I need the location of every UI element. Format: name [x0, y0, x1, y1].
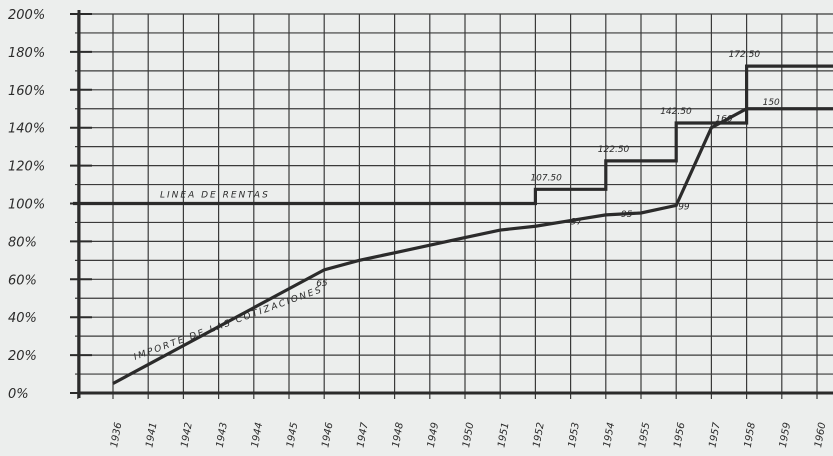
x-tick-label: 1959 — [778, 422, 793, 449]
series-label-rentas: LINEA DE RENTAS — [160, 191, 270, 201]
value-annotation: 160 — [715, 115, 732, 125]
x-tick-label: 1945 — [285, 422, 300, 449]
x-tick-label: 1953 — [567, 422, 582, 449]
series-line-1 — [112, 107, 833, 385]
x-tick-label: 1942 — [180, 422, 195, 449]
value-annotation: 107.50 — [530, 173, 562, 183]
x-tick-labels: 1936 1941 1942 1943 1944 1945 1946 1947 1948 1949… — [109, 421, 828, 449]
x-tick-label: 1957 — [708, 421, 723, 449]
y-tick-label: 200% — [8, 8, 45, 23]
grid — [75, 13, 833, 399]
x-tick-label: 1960 — [813, 422, 828, 449]
y-tick-label: 80% — [8, 235, 37, 250]
y-tick-label: 120% — [8, 160, 45, 175]
value-annotation: 142.50 — [660, 107, 692, 117]
series-line-0 — [73, 64, 833, 206]
y-tick-label: 40% — [8, 311, 37, 326]
series-label-cotizaciones: IMPORTE DE LAS COTIZACIONES — [133, 285, 325, 363]
value-annotation: 65 — [316, 279, 328, 289]
y-tick-label: 60% — [8, 273, 37, 288]
x-tick-label: 1947 — [356, 421, 371, 449]
x-tick-label: 1951 — [496, 422, 511, 449]
x-tick-label: 1954 — [602, 422, 617, 449]
y-tick-label: 180% — [8, 46, 45, 61]
x-tick-label: 1955 — [637, 422, 652, 449]
x-tick-label: 1943 — [215, 422, 230, 449]
value-annotation: 99 — [678, 202, 690, 212]
y-tick-label: 0% — [8, 387, 29, 402]
value-annotation: 172.50 — [729, 50, 761, 60]
value-annotation: 122.50 — [598, 145, 630, 155]
x-tick-label: 1948 — [391, 422, 406, 449]
x-tick-label: 1952 — [532, 422, 547, 449]
x-tick-label: 1950 — [461, 422, 476, 449]
annotations: 107.50 122.50 142.50 172.50 160 150 99 95 97 65 — [316, 50, 780, 289]
x-tick-label: 1958 — [743, 422, 758, 449]
x-tick-label: 1949 — [426, 422, 441, 449]
x-tick-label: 1944 — [250, 422, 265, 449]
y-tick-label: 160% — [8, 84, 45, 99]
value-annotation: 97 — [571, 218, 583, 228]
y-tick-label: 20% — [8, 349, 37, 364]
y-tick-label: 140% — [8, 122, 45, 137]
x-tick-label: 1946 — [320, 422, 335, 449]
value-annotation: 95 — [621, 210, 633, 220]
value-annotation: 150 — [763, 98, 780, 108]
x-tick-label: 1941 — [144, 422, 159, 449]
y-tick-label: 100% — [8, 198, 45, 213]
x-tick-label: 1956 — [672, 422, 687, 449]
x-tick-label: 1936 — [109, 422, 124, 449]
